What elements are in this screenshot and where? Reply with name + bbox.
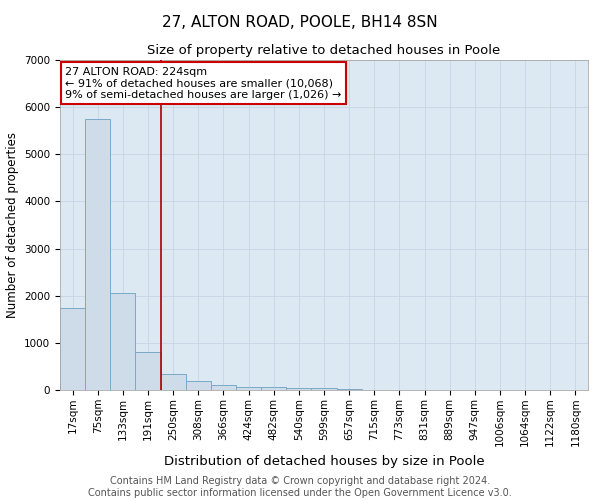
Text: 27 ALTON ROAD: 224sqm
← 91% of detached houses are smaller (10,068)
9% of semi-d: 27 ALTON ROAD: 224sqm ← 91% of detached …: [65, 66, 341, 100]
Bar: [236, 386, 261, 390]
Bar: [286, 388, 311, 390]
Bar: [261, 388, 286, 390]
Bar: [186, 381, 211, 390]
Bar: [110, 294, 136, 390]
Y-axis label: Number of detached properties: Number of detached properties: [5, 132, 19, 318]
Bar: [85, 119, 110, 390]
Bar: [161, 374, 186, 390]
X-axis label: Distribution of detached houses by size in Poole: Distribution of detached houses by size …: [164, 454, 484, 468]
Bar: [311, 388, 337, 390]
Bar: [211, 386, 236, 390]
Text: 27, ALTON ROAD, POOLE, BH14 8SN: 27, ALTON ROAD, POOLE, BH14 8SN: [162, 15, 438, 30]
Text: Contains HM Land Registry data © Crown copyright and database right 2024.
Contai: Contains HM Land Registry data © Crown c…: [88, 476, 512, 498]
Bar: [136, 352, 161, 390]
Bar: [337, 388, 362, 390]
Bar: [60, 308, 85, 390]
Title: Size of property relative to detached houses in Poole: Size of property relative to detached ho…: [148, 44, 500, 58]
